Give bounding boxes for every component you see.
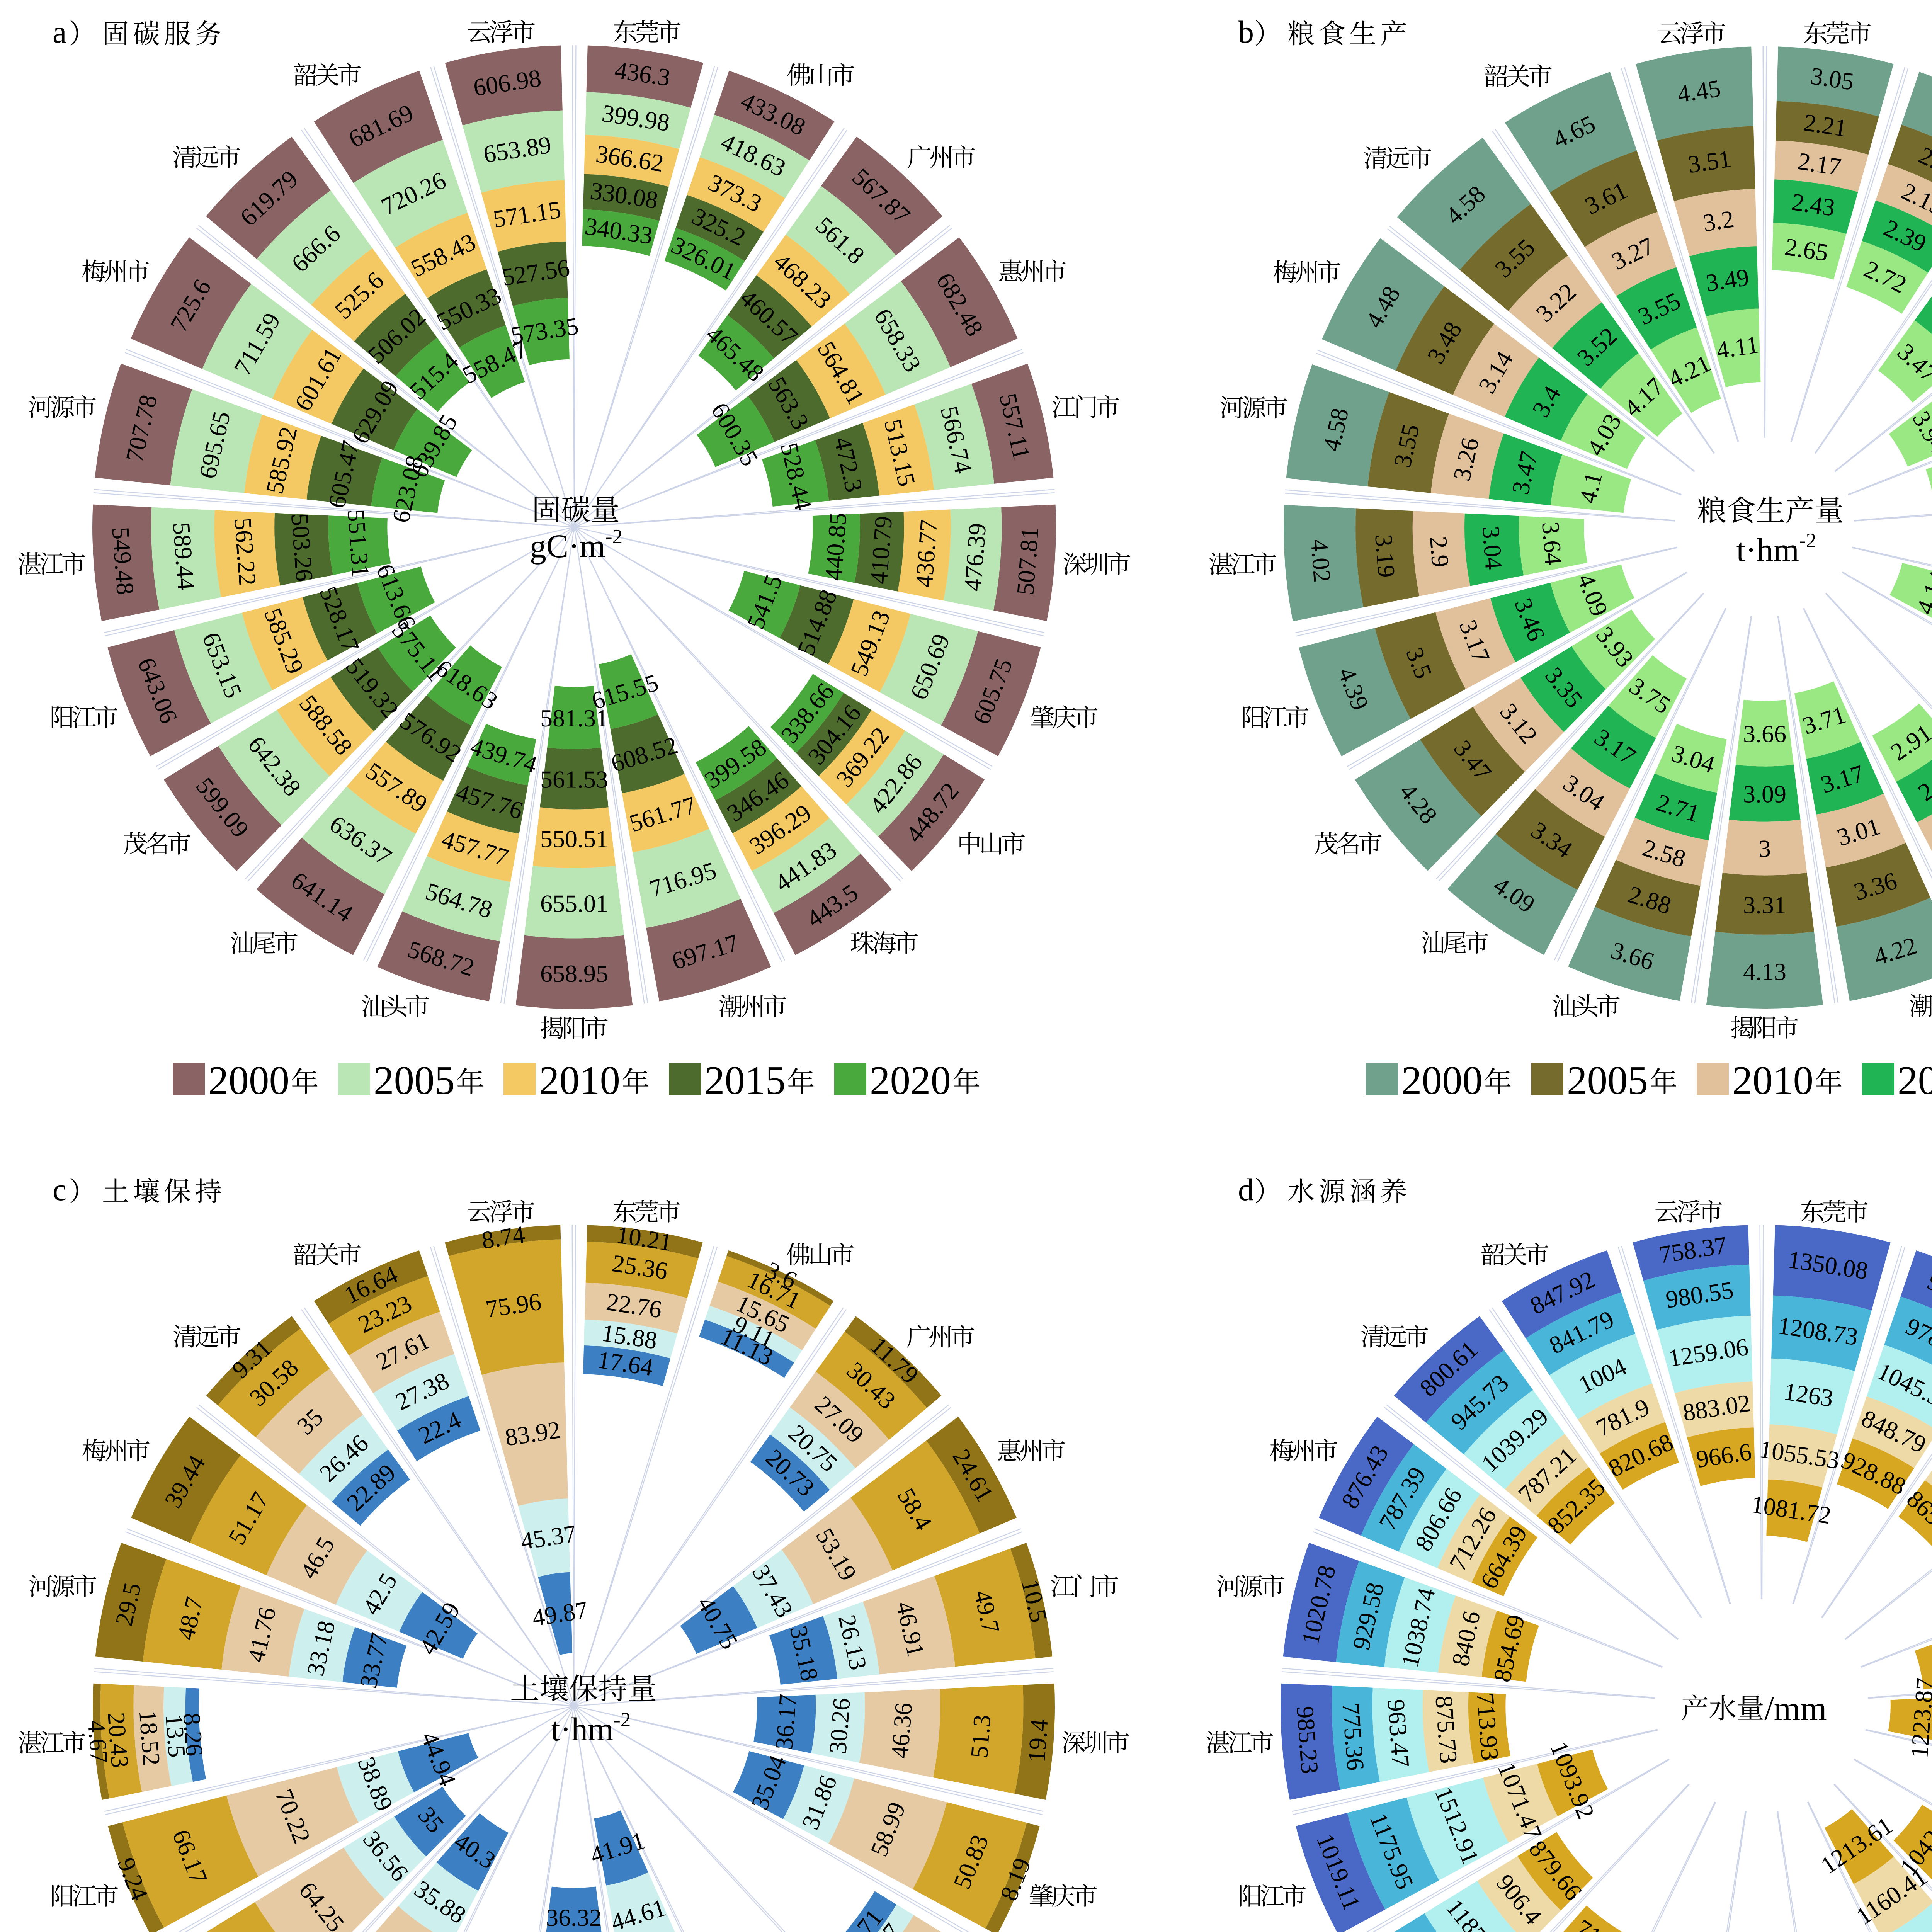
svg-text:3: 3 xyxy=(1759,835,1771,862)
svg-text:3.09: 3.09 xyxy=(1743,781,1786,808)
svg-text:51.3: 51.3 xyxy=(965,1714,996,1759)
svg-text:3.51: 3.51 xyxy=(1686,145,1733,179)
svg-text:-2: -2 xyxy=(1799,529,1816,552)
svg-text:2005: 2005 xyxy=(374,1058,455,1103)
svg-text:30.26: 30.26 xyxy=(824,1697,855,1755)
svg-text:436.77: 436.77 xyxy=(910,519,942,588)
svg-text:985.23: 985.23 xyxy=(1291,1705,1324,1775)
svg-text:4.45: 4.45 xyxy=(1675,74,1722,108)
svg-text:551.31: 551.31 xyxy=(342,508,375,578)
svg-text:/mm: /mm xyxy=(1764,1690,1827,1728)
svg-text:875.73: 875.73 xyxy=(1430,1695,1463,1765)
svg-text:2005: 2005 xyxy=(1567,1058,1648,1103)
svg-text:589.44: 589.44 xyxy=(168,521,200,591)
svg-text:2000: 2000 xyxy=(1401,1058,1483,1103)
svg-text:963.47: 963.47 xyxy=(1382,1698,1415,1768)
svg-text:a: a xyxy=(53,14,66,49)
svg-text:655.01: 655.01 xyxy=(540,889,608,917)
svg-text:4.67: 4.67 xyxy=(83,1719,113,1764)
svg-text:2.43: 2.43 xyxy=(1790,188,1837,221)
svg-text:2.65: 2.65 xyxy=(1783,233,1830,267)
svg-text:-2: -2 xyxy=(614,1708,631,1731)
svg-text:2010: 2010 xyxy=(1732,1058,1813,1103)
svg-text:19.4: 19.4 xyxy=(1022,1718,1053,1764)
svg-text:3.64: 3.64 xyxy=(1537,521,1567,566)
svg-text:3.05: 3.05 xyxy=(1809,62,1855,95)
svg-text:3.49: 3.49 xyxy=(1704,263,1751,297)
svg-text:3.2: 3.2 xyxy=(1701,205,1736,237)
svg-text:2015: 2015 xyxy=(704,1058,786,1103)
svg-text:3.04: 3.04 xyxy=(1477,525,1508,570)
svg-text:4.1: 4.1 xyxy=(1574,469,1607,506)
svg-text:550.51: 550.51 xyxy=(540,825,608,852)
svg-text:2010: 2010 xyxy=(539,1058,620,1103)
svg-text:4.13: 4.13 xyxy=(1743,958,1786,985)
svg-text:36.17: 36.17 xyxy=(770,1693,802,1751)
svg-text:2.17: 2.17 xyxy=(1796,147,1843,181)
svg-text:t·hm: t·hm xyxy=(551,1711,614,1748)
svg-text:476.39: 476.39 xyxy=(959,522,991,592)
svg-text:561.53: 561.53 xyxy=(540,765,608,793)
svg-text:13.5: 13.5 xyxy=(160,1713,191,1759)
svg-text:2.9: 2.9 xyxy=(1425,536,1454,568)
svg-text:t·hm: t·hm xyxy=(1736,531,1799,568)
svg-text:3.66: 3.66 xyxy=(1743,720,1786,747)
svg-text:18.52: 18.52 xyxy=(134,1709,166,1767)
svg-text:8.26: 8.26 xyxy=(178,1712,208,1757)
svg-text:4.02: 4.02 xyxy=(1306,538,1336,583)
svg-text:4.11: 4.11 xyxy=(1714,330,1760,364)
svg-text:562.22: 562.22 xyxy=(229,517,262,587)
svg-text:713.93: 713.93 xyxy=(1471,1692,1504,1762)
svg-text:3.31: 3.31 xyxy=(1743,891,1786,919)
svg-text:775.36: 775.36 xyxy=(1337,1702,1369,1772)
svg-text:581.31: 581.31 xyxy=(540,704,608,732)
svg-text:2020: 2020 xyxy=(870,1058,951,1103)
svg-text:658.95: 658.95 xyxy=(540,960,608,987)
svg-text:b: b xyxy=(1238,14,1254,49)
svg-text:410.79: 410.79 xyxy=(865,515,897,585)
svg-text:507.81: 507.81 xyxy=(1011,526,1044,596)
svg-text:c: c xyxy=(53,1172,66,1207)
svg-text:549.48: 549.48 xyxy=(107,526,139,596)
svg-text:3.19: 3.19 xyxy=(1370,533,1400,578)
svg-text:2.21: 2.21 xyxy=(1802,109,1849,142)
svg-text:gC·m: gC·m xyxy=(530,527,605,565)
svg-text:2015: 2015 xyxy=(1898,1058,1932,1103)
svg-text:20.43: 20.43 xyxy=(102,1711,134,1769)
svg-text:8.74: 8.74 xyxy=(480,1221,527,1254)
svg-text:36.32: 36.32 xyxy=(546,1904,602,1931)
svg-text:-2: -2 xyxy=(605,525,622,548)
svg-text:440.85: 440.85 xyxy=(820,512,852,582)
svg-text:503.26: 503.26 xyxy=(286,512,318,582)
svg-text:2000: 2000 xyxy=(208,1058,289,1103)
svg-text:d: d xyxy=(1238,1172,1254,1207)
svg-text:46.36: 46.36 xyxy=(886,1702,918,1759)
